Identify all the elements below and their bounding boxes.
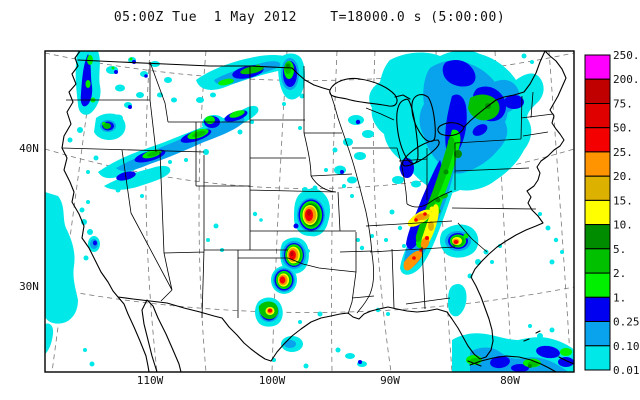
svg-text:0.10: 0.10: [613, 340, 640, 353]
lon-75w-line: [548, 51, 572, 372]
svg-text:0.01: 0.01: [613, 364, 640, 377]
lon-100w-line: [271, 51, 288, 372]
baja-gulf-coast: [141, 299, 182, 372]
colorbar-swatch: [584, 321, 611, 347]
lake-superior: [329, 77, 398, 107]
st-lawrence-border: [463, 51, 546, 128]
colorbar: [584, 54, 611, 371]
svg-text:0.25: 0.25: [613, 316, 640, 329]
x-axis-label-110w: 110W: [137, 374, 164, 387]
colorbar-swatch: [584, 199, 611, 226]
x-axis-label-100w: 100W: [259, 374, 286, 387]
cuba-coast: [467, 330, 574, 372]
lake-ontario: [437, 122, 465, 137]
svg-text:2.: 2.: [613, 267, 626, 280]
colorbar-labels: 250. 200. 75. 50. 25. 20. 15. 10. 5. 2. …: [613, 49, 640, 377]
map-frame: [44, 50, 575, 373]
colorbar-swatch: [584, 78, 611, 104]
lat-50n-line: [45, 52, 574, 81]
svg-text:25.: 25.: [613, 146, 633, 159]
svg-text:5.: 5.: [613, 243, 626, 256]
colorbar-swatch: [584, 127, 611, 153]
lon-110w-line: [145, 51, 158, 372]
colorbar-swatch: [584, 296, 611, 322]
colorbar-swatch: [584, 248, 611, 274]
colorbar-swatch: [584, 272, 611, 298]
colorbar-swatch: [584, 345, 611, 371]
us-mexico-border: [117, 296, 272, 362]
gulf-atlantic-coast: [270, 51, 567, 362]
coastline: [61, 51, 574, 372]
colorbar-swatch: [584, 224, 611, 250]
lake-huron: [411, 94, 436, 143]
lat-30n-line: [45, 286, 574, 313]
svg-text:15.: 15.: [613, 194, 633, 207]
state-borders: [61, 61, 554, 319]
lon-90w-line: [372, 51, 392, 372]
lon-85w-line: [435, 51, 453, 372]
colorbar-swatch: [584, 103, 611, 129]
precip-field: [45, 51, 574, 372]
lon-105w-line: [198, 51, 207, 372]
lon-95w-line: [331, 51, 338, 372]
precip-pacific-offshore: [45, 192, 78, 324]
svg-text:75.: 75.: [613, 98, 633, 111]
svg-text:1.: 1.: [613, 291, 626, 304]
precip-darkred-layer: [290, 210, 311, 257]
x-axis-label-90w: 90W: [380, 374, 400, 387]
svg-text:10.: 10.: [613, 219, 633, 232]
colorbar-swatch: [584, 54, 611, 80]
axis-labels: 40N 30N 110W 100W 90W 80W: [19, 142, 520, 387]
lake-erie: [401, 139, 440, 167]
colorbar-swatch: [584, 175, 611, 201]
svg-text:200.: 200.: [613, 73, 640, 86]
svg-text:20.: 20.: [613, 170, 633, 183]
y-axis-label-40n: 40N: [19, 142, 39, 155]
color bar-swatch: [584, 151, 611, 177]
x-axis-label-80w: 80W: [500, 374, 520, 387]
svg-text:250.: 250.: [613, 49, 640, 62]
lon-80w-line: [494, 51, 513, 372]
plot-title: 05:00Z Tue 1 May 2012 T=18000.0 s (5:00:…: [113, 10, 506, 25]
y-axis-label-30n: 30N: [19, 280, 39, 293]
pacific-coast: [61, 51, 150, 372]
svg-text:50.: 50.: [613, 122, 633, 135]
